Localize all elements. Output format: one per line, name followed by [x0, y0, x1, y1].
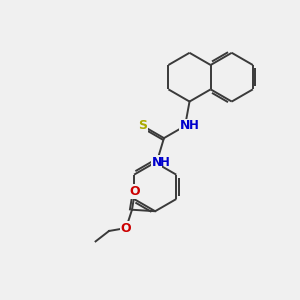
Text: N: N: [152, 156, 162, 169]
Text: O: O: [121, 221, 131, 235]
Text: O: O: [130, 185, 140, 198]
Text: S: S: [138, 119, 147, 132]
Text: H: H: [160, 156, 170, 169]
Text: H: H: [188, 119, 198, 132]
Text: N: N: [180, 119, 190, 132]
